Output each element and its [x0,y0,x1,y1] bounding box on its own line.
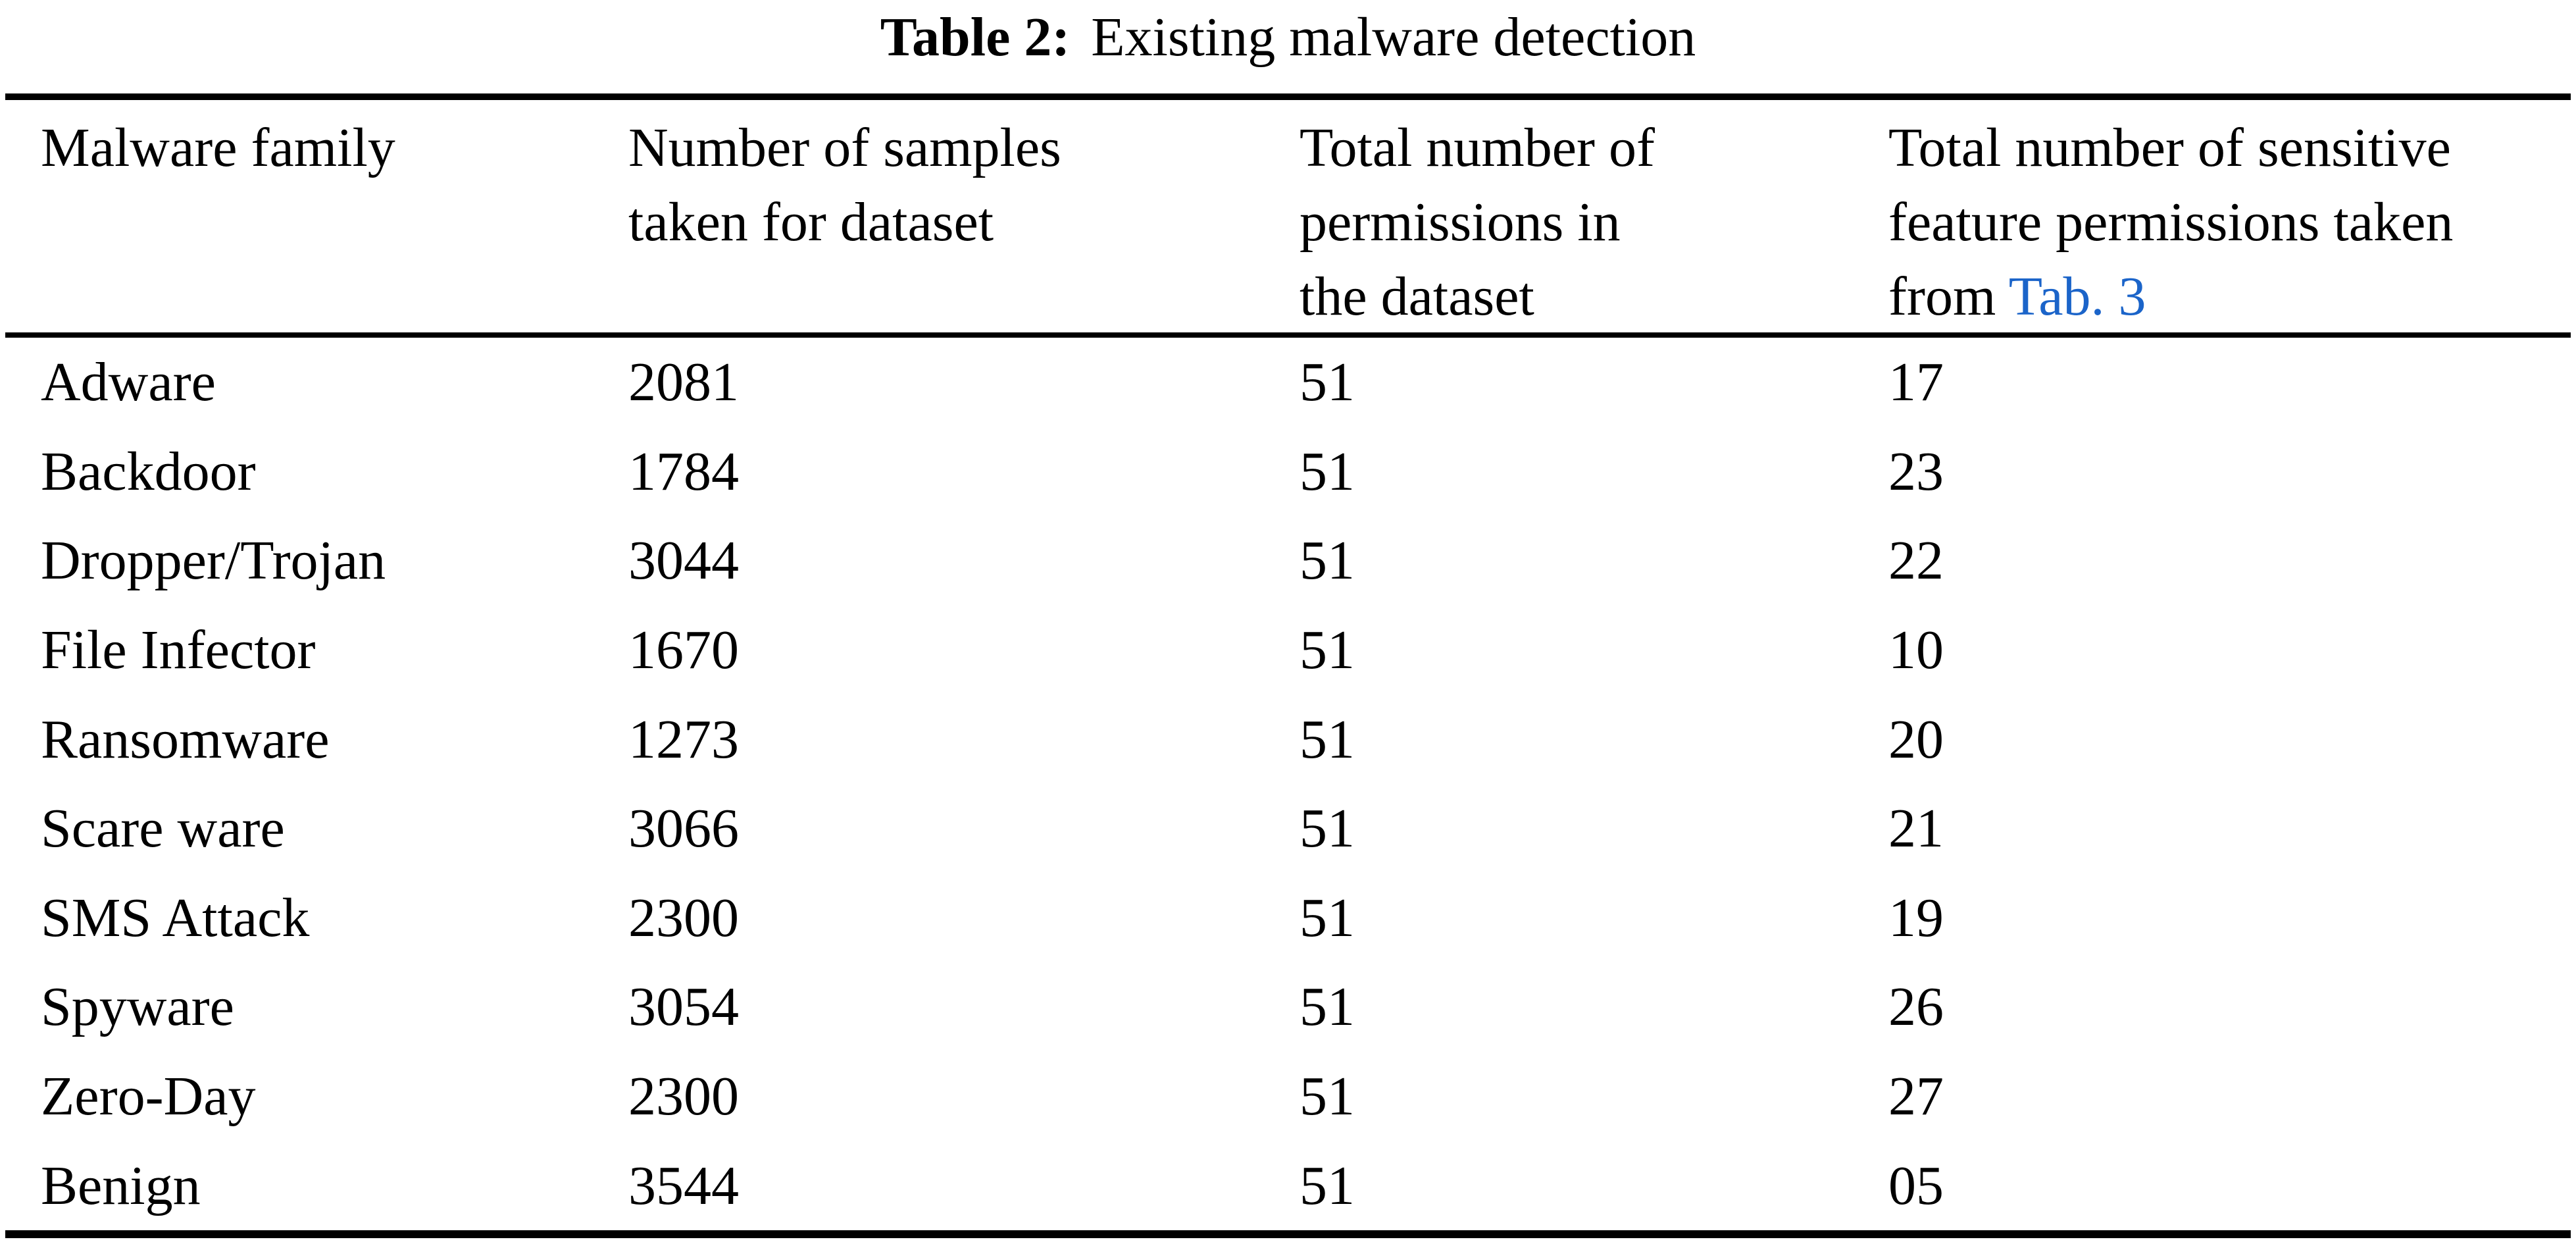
table-row: Scare ware 3066 51 21 [41,784,2571,873]
table-caption-text: Existing malware detection [1091,7,1696,68]
table-body: Adware 2081 51 17 Backdoor 1784 51 23 Dr… [41,338,2571,1230]
header-line: Total number of [1300,117,1655,178]
cell-sensitive: 23 [1888,440,1944,502]
header-line: feature permissions taken [1888,192,2454,253]
table-row: SMS Attack 2300 51 19 [41,873,2571,963]
header-line: Total number of sensitive [1888,117,2451,178]
table-header-rule [5,332,2571,338]
cell-malware-family: SMS Attack [41,887,310,949]
cell-sensitive: 19 [1888,887,1944,949]
cell-samples: 2081 [628,352,739,413]
cell-sensitive: 17 [1888,352,1944,413]
cell-samples: 3544 [628,1155,739,1216]
cell-sensitive: 21 [1888,798,1944,860]
cell-sensitive: 26 [1888,976,1944,1038]
header-line: from Tab. 3 [1888,259,2571,334]
cell-permissions: 51 [1300,619,1355,681]
cell-sensitive: 05 [1888,1155,1944,1216]
cell-permissions: 51 [1300,798,1355,860]
table-row: Zero-Day 2300 51 27 [41,1052,2571,1141]
cell-malware-family: Zero-Day [41,1066,256,1128]
table-row: File Infector 1670 51 10 [41,606,2571,695]
cell-sensitive: 10 [1888,619,1944,681]
cell-samples: 1784 [628,440,739,502]
header-cell-sensitive-permissions: Total number of sensitive feature permis… [1888,111,2571,334]
cell-permissions: 51 [1300,440,1355,502]
table-bottom-rule [5,1230,2571,1238]
table-header-row: Malware family Number of samples taken f… [41,111,2571,334]
cell-permissions: 51 [1300,887,1355,949]
table-caption-label: Table 2: [880,7,1071,68]
cell-sensitive: 22 [1888,530,1944,592]
cell-malware-family: Adware [41,352,216,413]
table-top-rule [5,93,2571,100]
cell-samples: 1670 [628,619,739,681]
tab-3-link[interactable]: Tab. 3 [2008,266,2146,327]
cell-samples: 3066 [628,798,739,860]
table-row: Adware 2081 51 17 [41,338,2571,427]
header-line: the dataset [1300,266,1534,327]
table-row: Spyware 3054 51 26 [41,962,2571,1052]
table-row: Backdoor 1784 51 23 [41,427,2571,517]
cell-permissions: 51 [1300,1155,1355,1216]
header-line: Malware family [41,117,395,178]
cell-malware-family: Scare ware [41,798,285,860]
cell-permissions: 51 [1300,1066,1355,1128]
cell-samples: 3054 [628,976,739,1038]
cell-permissions: 51 [1300,976,1355,1038]
header-line: Number of samples [628,117,1061,178]
cell-sensitive: 20 [1888,708,1944,770]
cell-permissions: 51 [1300,708,1355,770]
cell-permissions: 51 [1300,530,1355,592]
cell-malware-family: Benign [41,1155,201,1216]
cell-samples: 2300 [628,1066,739,1128]
header-line: permissions in [1300,192,1621,253]
table-row: Dropper/Trojan 3044 51 22 [41,516,2571,606]
cell-malware-family: Spyware [41,976,234,1038]
table-row: Ransomware 1273 51 20 [41,694,2571,784]
cell-sensitive: 27 [1888,1066,1944,1128]
header-cell-number-of-samples: Number of samples taken for dataset [628,111,1300,334]
cell-permissions: 51 [1300,352,1355,413]
cell-samples: 1273 [628,708,739,770]
cell-malware-family: File Infector [41,619,316,681]
cell-samples: 3044 [628,530,739,592]
cell-malware-family: Dropper/Trojan [41,530,386,592]
cell-samples: 2300 [628,887,739,949]
cell-malware-family: Ransomware [41,708,330,770]
header-cell-total-permissions: Total number of permissions in the datas… [1300,111,1888,334]
header-line: taken for dataset [628,192,994,253]
table-row: Benign 3544 51 05 [41,1141,2571,1230]
table-caption: Table 2: Existing malware detection [0,1,2576,74]
header-cell-malware-family: Malware family [41,111,628,334]
cell-malware-family: Backdoor [41,440,256,502]
header-line-prefix: from [1888,266,2009,327]
